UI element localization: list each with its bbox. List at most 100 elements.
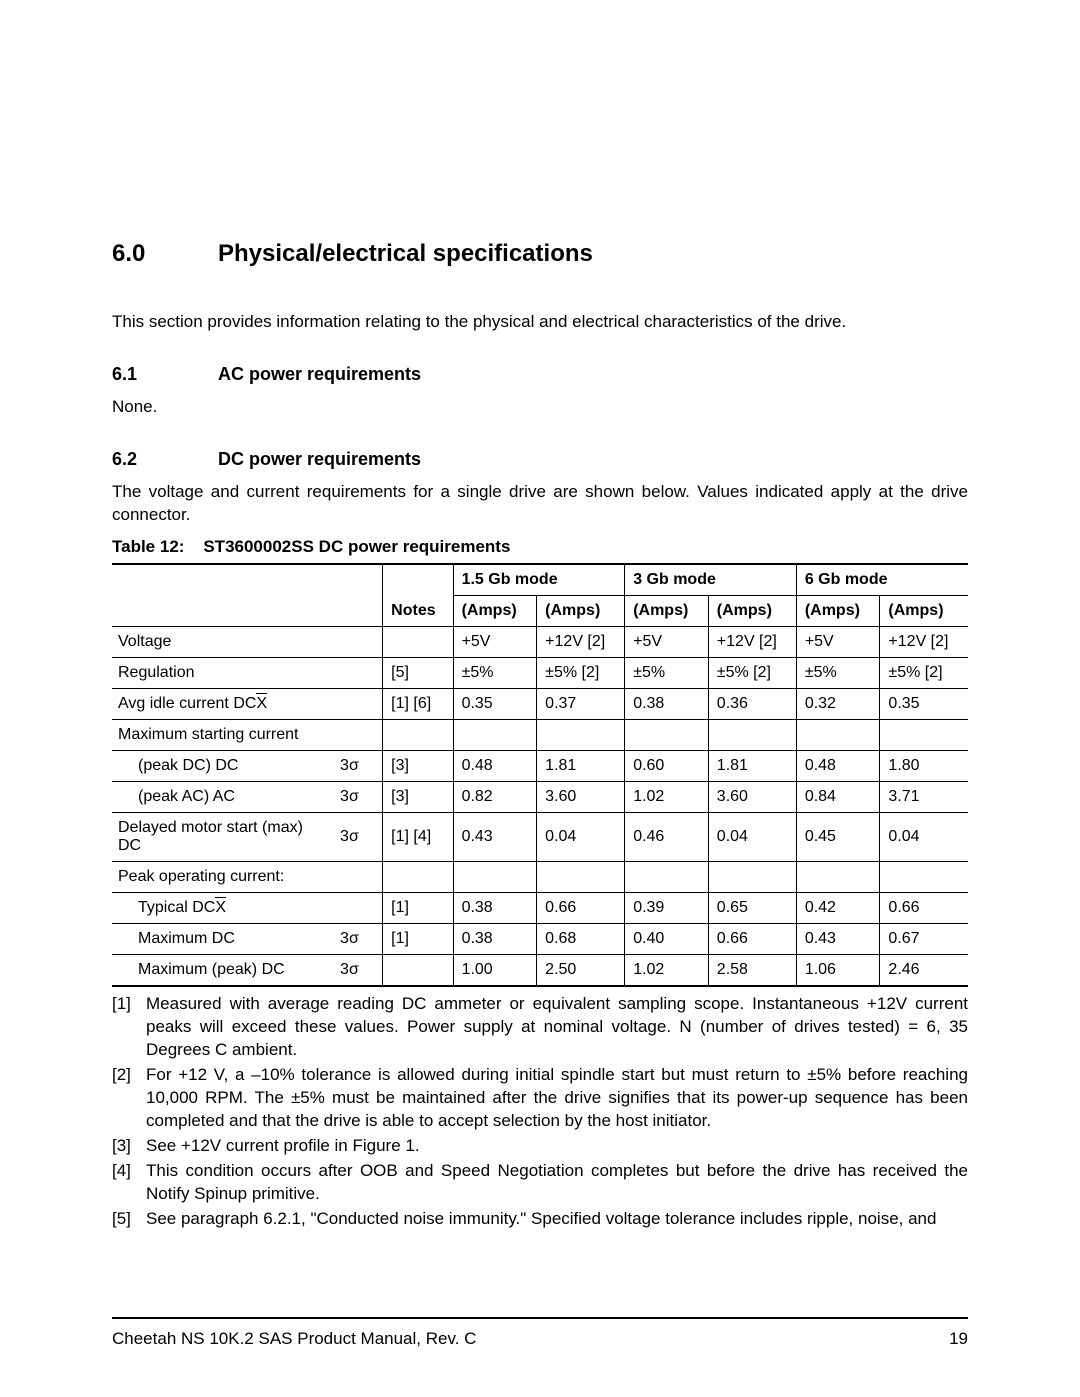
table-model: ST3600002SS	[203, 537, 314, 556]
notes-header: Notes	[383, 596, 453, 627]
row-value: 0.04	[708, 813, 796, 862]
mode-header: 6 Gb mode	[796, 564, 968, 596]
row-value: 1.02	[625, 955, 709, 987]
row-value: 0.43	[453, 813, 537, 862]
row-value: 0.04	[537, 813, 625, 862]
row-value: 0.38	[625, 689, 709, 720]
row-value: 0.38	[453, 893, 537, 924]
row-value	[625, 720, 709, 751]
row-value	[880, 862, 968, 893]
row-notes: [3]	[383, 751, 453, 782]
row-label: Delayed motor start (max) DC	[112, 813, 332, 862]
amps-header: (Amps)	[453, 596, 537, 627]
footnote-num: [1]	[112, 993, 146, 1062]
row-sigma	[332, 893, 383, 924]
row-sigma	[332, 689, 383, 720]
row-value: 0.40	[625, 924, 709, 955]
footnote: [4]This condition occurs after OOB and S…	[112, 1160, 968, 1206]
footnote-text: For +12 V, a –10% tolerance is allowed d…	[146, 1064, 968, 1133]
row-value: +12V [2]	[537, 627, 625, 658]
row-value: +5V	[453, 627, 537, 658]
row-label: (peak DC) DC	[112, 751, 332, 782]
footer-left: Cheetah NS 10K.2 SAS Product Manual, Rev…	[112, 1329, 476, 1349]
amps-header: (Amps)	[625, 596, 709, 627]
row-value: ±5% [2]	[880, 658, 968, 689]
row-sigma	[332, 720, 383, 751]
row-notes: [1] [6]	[383, 689, 453, 720]
amps-header: (Amps)	[708, 596, 796, 627]
amps-header: (Amps)	[880, 596, 968, 627]
row-value	[453, 720, 537, 751]
subsection-number: 6.1	[112, 364, 218, 385]
row-value: 0.48	[453, 751, 537, 782]
row-value	[625, 862, 709, 893]
row-value: 0.67	[880, 924, 968, 955]
row-sigma: 3σ	[332, 813, 383, 862]
row-notes: [1]	[383, 893, 453, 924]
subsection-number: 6.2	[112, 449, 218, 470]
dc-power-table: 1.5 Gb mode 3 Gb mode 6 Gb mode Notes (A…	[112, 563, 968, 987]
row-value: 0.66	[708, 924, 796, 955]
footnote-num: [5]	[112, 1208, 146, 1231]
table-title-rest: DC power requirements	[314, 537, 511, 556]
subsection-title: DC power requirements	[218, 449, 421, 470]
row-value: 0.32	[796, 689, 880, 720]
row-value: 3.60	[708, 782, 796, 813]
row-value: 3.60	[537, 782, 625, 813]
sub1-body: None.	[112, 395, 968, 419]
table-row: Peak operating current:	[112, 862, 968, 893]
section-heading: 6.0 Physical/electrical specifications	[112, 240, 968, 268]
row-value: 1.80	[880, 751, 968, 782]
row-value: 0.38	[453, 924, 537, 955]
row-value: 2.50	[537, 955, 625, 987]
row-notes	[383, 955, 453, 987]
row-sigma	[332, 658, 383, 689]
mode-header: 1.5 Gb mode	[453, 564, 625, 596]
footnote: [2]For +12 V, a –10% tolerance is allowe…	[112, 1064, 968, 1133]
row-value: ±5%	[796, 658, 880, 689]
row-value: 0.48	[796, 751, 880, 782]
row-value: +12V [2]	[708, 627, 796, 658]
subsection-heading-6-2: 6.2 DC power requirements	[112, 449, 968, 470]
table-row: Maximum DC3σ[1]0.380.680.400.660.430.67	[112, 924, 968, 955]
row-notes: [5]	[383, 658, 453, 689]
table-row: Maximum (peak) DC3σ1.002.501.022.581.062…	[112, 955, 968, 987]
row-label: Regulation	[112, 658, 332, 689]
table-label: Table 12:	[112, 537, 184, 556]
row-value	[708, 862, 796, 893]
intro-text: This section provides information relati…	[112, 310, 968, 334]
row-value: 0.65	[708, 893, 796, 924]
subsection-heading-6-1: 6.1 AC power requirements	[112, 364, 968, 385]
row-value: 0.60	[625, 751, 709, 782]
page-footer: Cheetah NS 10K.2 SAS Product Manual, Rev…	[112, 1317, 968, 1349]
footnote-num: [3]	[112, 1135, 146, 1158]
table-row: Avg idle current DCX[1] [6]0.350.370.380…	[112, 689, 968, 720]
row-value: 1.02	[625, 782, 709, 813]
row-value: 0.66	[880, 893, 968, 924]
footnotes: [1]Measured with average reading DC amme…	[112, 993, 968, 1230]
sub2-body: The voltage and current requirements for…	[112, 480, 968, 528]
row-value	[880, 720, 968, 751]
footnote: [5]See paragraph 6.2.1, "Conducted noise…	[112, 1208, 968, 1231]
row-value: 0.39	[625, 893, 709, 924]
row-notes: [1] [4]	[383, 813, 453, 862]
row-value	[453, 862, 537, 893]
row-notes: [1]	[383, 924, 453, 955]
table-row: Voltage+5V+12V [2]+5V+12V [2]+5V+12V [2]	[112, 627, 968, 658]
row-value: 0.42	[796, 893, 880, 924]
row-label: Avg idle current DCX	[112, 689, 332, 720]
row-value: 0.36	[708, 689, 796, 720]
subsection-title: AC power requirements	[218, 364, 421, 385]
footnote-num: [2]	[112, 1064, 146, 1133]
row-value: 0.84	[796, 782, 880, 813]
footnote-text: This condition occurs after OOB and Spee…	[146, 1160, 968, 1206]
row-label: Peak operating current:	[112, 862, 332, 893]
section-title: Physical/electrical specifications	[218, 240, 593, 268]
row-label: Typical DCX	[112, 893, 332, 924]
row-value: ±5% [2]	[537, 658, 625, 689]
row-sigma: 3σ	[332, 955, 383, 987]
row-value: ±5% [2]	[708, 658, 796, 689]
footnote: [1]Measured with average reading DC amme…	[112, 993, 968, 1062]
footnote: [3]See +12V current profile in Figure 1.	[112, 1135, 968, 1158]
row-value: 1.81	[537, 751, 625, 782]
